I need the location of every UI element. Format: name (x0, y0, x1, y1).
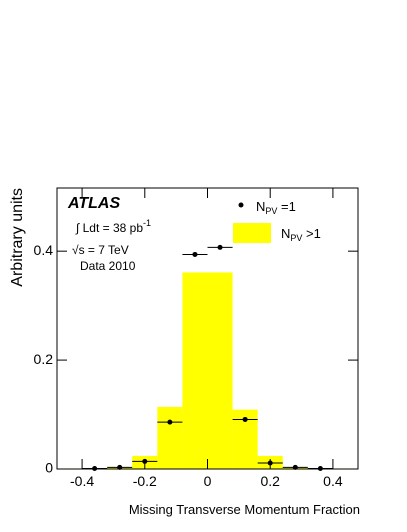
legend-label: NPV =1 (256, 199, 296, 216)
energy-label: √s = 7 TeV (72, 243, 129, 257)
legend-text: N (281, 226, 290, 241)
legend-label: NPV >1 (281, 226, 321, 243)
data-point (167, 419, 173, 425)
data-point (92, 465, 98, 471)
data-point (317, 465, 323, 471)
x-tick-label: -0.2 (133, 473, 157, 489)
x-axis-label: Missing Transverse Momentum Fraction (129, 502, 360, 517)
y-tick-label: 0.4 (34, 242, 54, 258)
dataset-label: Data 2010 (80, 259, 136, 273)
x-tick-label: 0.2 (260, 473, 280, 489)
legend-text: N (256, 199, 265, 214)
legend-sub: PV (290, 233, 302, 243)
histogram-bar (157, 406, 183, 469)
legend-text: =1 (277, 199, 295, 214)
y-tick-label: 0.2 (34, 351, 54, 367)
lumi-text: ∫ Ldt = 38 pb (75, 221, 143, 235)
data-point (242, 416, 248, 422)
lumi-sup: -1 (143, 218, 151, 228)
x-tick-label: 0 (204, 473, 212, 489)
data-point (217, 244, 223, 250)
y-axis-label: Arbitrary units (9, 188, 26, 287)
y-tick-label: 0 (45, 460, 53, 476)
lumi-label: ∫ Ldt = 38 pb-1 (75, 218, 151, 235)
histogram-bar (182, 272, 233, 469)
legend-marker (238, 202, 244, 208)
experiment-label: ATLAS (67, 195, 120, 212)
legend-text: >1 (302, 226, 320, 241)
legend-sub: PV (265, 206, 277, 216)
x-tick-label: 0.4 (323, 473, 343, 489)
data-point (192, 251, 198, 257)
x-tick-label: -0.4 (70, 473, 94, 489)
legend-swatch (233, 223, 271, 243)
